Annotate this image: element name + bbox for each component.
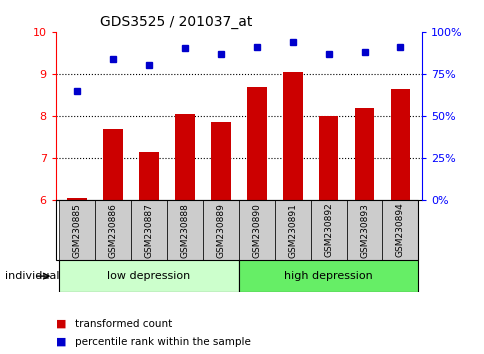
Text: GSM230893: GSM230893 [359,202,368,258]
Bar [139,152,159,200]
Text: GDS3525 / 201037_at: GDS3525 / 201037_at [100,16,252,29]
Bar [318,116,338,200]
Bar [59,200,95,260]
Text: individual: individual [5,271,59,281]
Bar [310,200,346,260]
Bar [202,200,238,260]
Text: GSM230886: GSM230886 [108,202,118,258]
Bar [246,86,266,200]
Bar [354,108,374,200]
Text: percentile rank within the sample: percentile rank within the sample [75,337,251,347]
Bar [238,200,274,260]
Bar [95,200,131,260]
Bar [175,114,195,200]
Text: GSM230887: GSM230887 [144,202,153,258]
Text: GSM230889: GSM230889 [216,202,225,258]
Text: high depression: high depression [284,271,372,281]
Bar [103,129,123,200]
Bar [131,200,166,260]
Text: transformed count: transformed count [75,319,172,329]
Text: GSM230891: GSM230891 [287,202,297,258]
Text: GSM230885: GSM230885 [73,202,82,258]
Text: ■: ■ [56,337,66,347]
Bar [390,88,409,200]
Text: GSM230888: GSM230888 [180,202,189,258]
Bar [382,200,418,260]
Bar [211,122,230,200]
Bar [59,260,239,292]
Bar [282,72,302,200]
Text: GSM230894: GSM230894 [395,203,404,257]
Bar [238,260,418,292]
Text: low depression: low depression [107,271,190,281]
Bar [274,200,310,260]
Text: GSM230892: GSM230892 [323,203,333,257]
Bar [67,198,87,200]
Text: ■: ■ [56,319,66,329]
Bar [346,200,382,260]
Text: GSM230890: GSM230890 [252,202,261,258]
Bar [166,200,202,260]
